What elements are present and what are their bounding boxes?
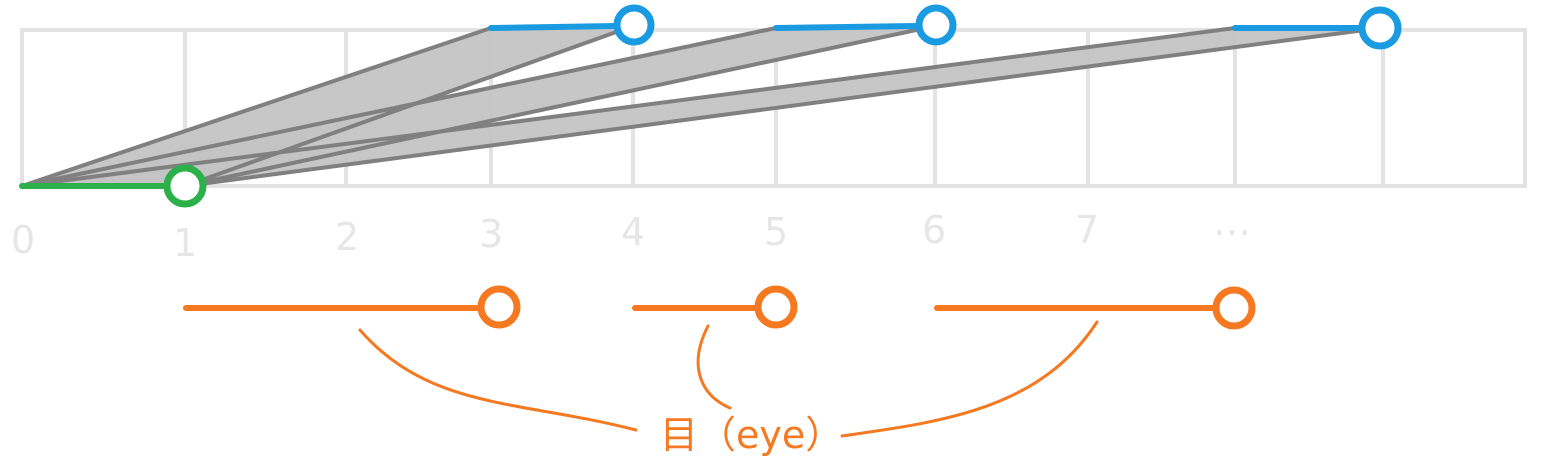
projection-line [20, 26, 493, 188]
tick-label-6: 6 [922, 208, 946, 252]
eye-segment-open-end [754, 285, 798, 329]
projection-line [20, 26, 1237, 188]
eye-segment-open-end [477, 285, 521, 329]
tick-label-4: 4 [621, 210, 645, 254]
projection-band-1 [22, 26, 633, 186]
callout-curves [358, 320, 1099, 438]
base-segment [19, 164, 207, 208]
eye-segments [183, 285, 1256, 330]
eye-segment-open-end [1212, 286, 1256, 330]
projection-line [20, 26, 778, 188]
eye-annotation-label: 目（eye） [660, 413, 843, 457]
tick-labels: 0 1 2 3 4 5 6 7 … [11, 200, 1251, 265]
target-segment-open-end [1358, 6, 1402, 50]
target-segment-line [488, 23, 619, 31]
callout-curve [840, 320, 1099, 438]
target-segment-line [773, 23, 921, 31]
projection-line [183, 24, 937, 188]
tick-label-2: 2 [335, 215, 359, 259]
projection-lines [20, 24, 1382, 188]
tick-label-5: 5 [764, 210, 788, 254]
tick-label-7: 7 [1075, 208, 1099, 252]
projection-bands [22, 26, 1380, 186]
callout-curve [358, 328, 638, 432]
projection-line [183, 26, 1382, 188]
projection-band-2 [22, 26, 935, 186]
tick-label-1: 1 [173, 221, 197, 265]
base-segment-open-end [163, 164, 207, 208]
callout-curve [696, 324, 732, 410]
target-segments [488, 4, 1402, 50]
tick-label-0: 0 [11, 218, 35, 262]
target-segment-open-end [613, 4, 655, 46]
tick-label-ellipsis: … [1213, 200, 1251, 244]
tick-label-3: 3 [479, 212, 503, 256]
target-segment-open-end [915, 4, 957, 46]
